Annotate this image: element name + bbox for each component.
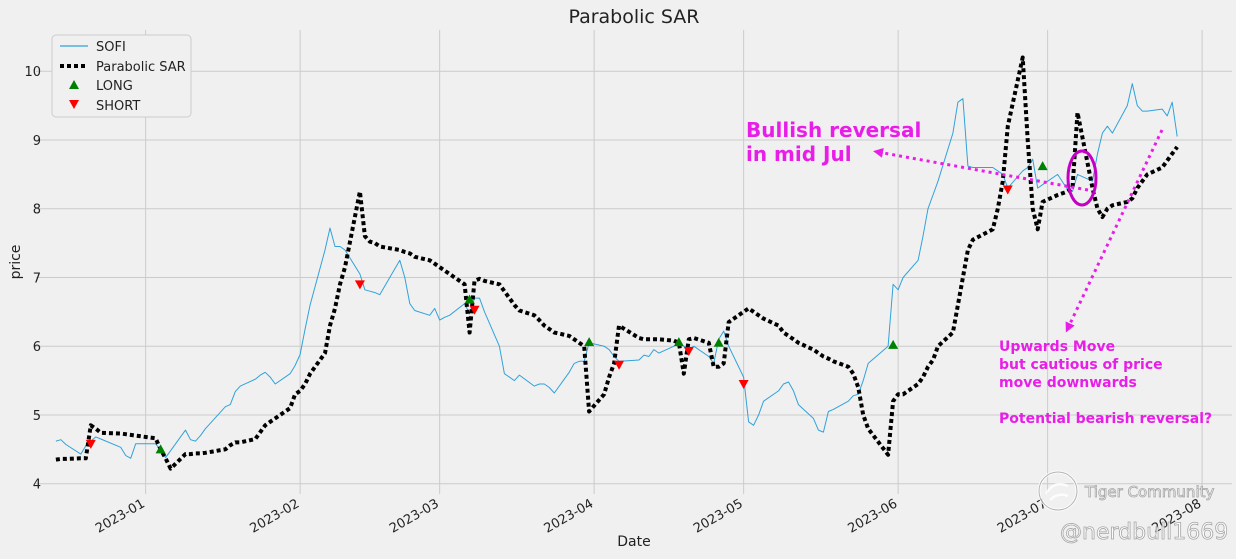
short-marker xyxy=(614,360,625,370)
y-tick-label: 9 xyxy=(33,134,41,149)
y-tick-label: 4 xyxy=(33,478,41,493)
legend-psar-label: Parabolic SAR xyxy=(96,60,186,75)
long-marker xyxy=(1037,161,1048,171)
y-tick-label: 7 xyxy=(33,271,41,286)
signal-markers xyxy=(85,161,1048,454)
x-tick-label: 2023-03 xyxy=(387,496,442,536)
y-tick-label: 8 xyxy=(33,203,41,218)
x-tick-label: 2023-05 xyxy=(691,496,746,536)
annotation-circle xyxy=(1066,149,1098,207)
legend-long-marker xyxy=(69,80,79,89)
annotation-upwards: Upwards Move but cautious of price move … xyxy=(999,129,1212,427)
annotation-bullish-line2: in mid Jul xyxy=(746,142,852,166)
long-marker xyxy=(888,339,899,349)
watermark: Tiger Community @nerdbull1669 xyxy=(1037,470,1229,545)
long-marker xyxy=(155,444,166,454)
tiger-logo-icon xyxy=(1037,470,1079,512)
long-marker xyxy=(673,337,684,347)
annotation-upwards-line3: move downwards xyxy=(999,375,1137,391)
x-tick-label: 2023-06 xyxy=(846,496,901,536)
long-marker xyxy=(713,337,724,347)
y-tick-label: 10 xyxy=(24,65,41,80)
legend-box xyxy=(51,34,192,118)
long-marker xyxy=(584,337,595,347)
annotation-upwards-line5: Potential bearish reversal? xyxy=(999,411,1212,427)
y-tick-label: 5 xyxy=(33,409,41,424)
legend-short-label: SHORT xyxy=(96,99,140,114)
annotation-bullish-arrow xyxy=(873,147,1089,192)
short-marker xyxy=(683,347,694,357)
legend-short-marker xyxy=(69,100,79,109)
short-marker xyxy=(85,439,96,449)
series-lines xyxy=(55,55,1179,471)
watermark-handle: @nerdbull1669 xyxy=(1060,520,1228,545)
chart-title: Parabolic SAR xyxy=(568,6,699,28)
x-tick-label: 2023-04 xyxy=(542,496,597,536)
annotation-bullish-line1: Bullish reversal xyxy=(746,118,921,142)
parabolic-sar-line xyxy=(55,55,1179,471)
y-tick-labels: 4 5 6 7 8 9 10 xyxy=(24,65,41,492)
annotation-upwards-arrow xyxy=(1065,129,1164,333)
sofi-price-line xyxy=(55,83,1178,459)
annotation-upwards-line2: but cautious of price xyxy=(999,357,1163,373)
x-tick-label: 2023-02 xyxy=(248,496,303,536)
legend-sofi-label: SOFI xyxy=(96,40,126,55)
x-tick-label: 2023-01 xyxy=(93,496,148,536)
short-marker xyxy=(469,305,480,315)
watermark-brand: Tiger Community xyxy=(1084,483,1214,501)
y-axis-label: price xyxy=(8,245,24,280)
short-marker xyxy=(354,280,365,290)
legend: SOFI Parabolic SAR LONG SHORT xyxy=(51,34,192,118)
x-tick-labels: 2023-01 2023-02 2023-03 2023-04 2023-05 2023-… xyxy=(93,496,1204,536)
short-marker xyxy=(738,380,749,390)
plot-background xyxy=(36,30,1232,494)
annotation-upwards-line1: Upwards Move xyxy=(999,339,1115,355)
annotation-bullish: Bullish reversal in mid Jul xyxy=(746,118,1098,207)
x-axis-label: Date xyxy=(617,534,650,550)
legend-long-label: LONG xyxy=(96,79,133,94)
long-marker xyxy=(464,294,475,304)
short-marker xyxy=(1002,185,1013,195)
y-tick-label: 6 xyxy=(33,340,41,355)
